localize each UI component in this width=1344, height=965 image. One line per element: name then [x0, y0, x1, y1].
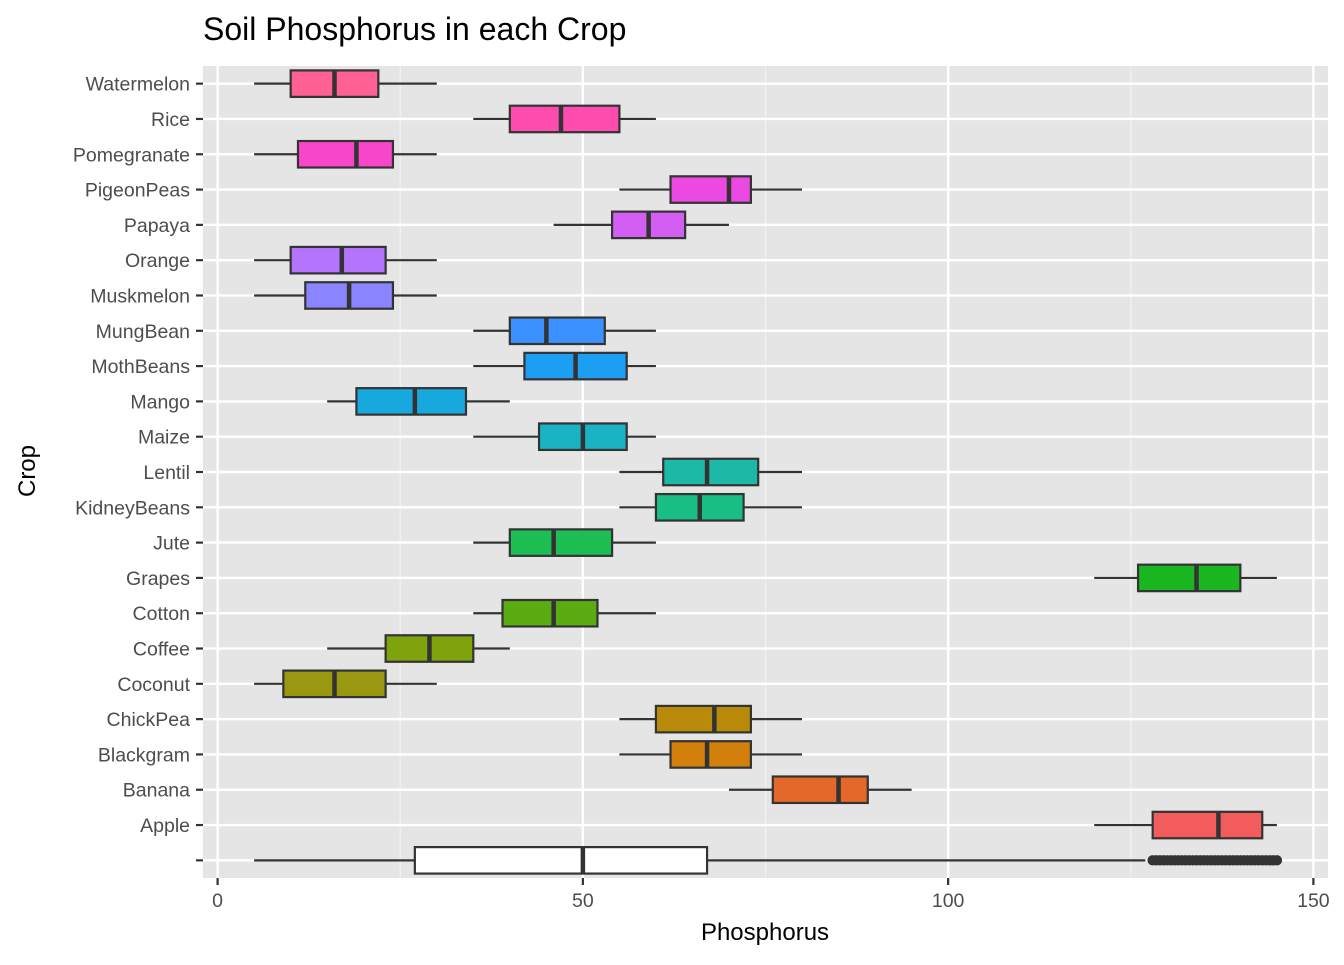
- y-axis: Watermelon Rice Pomegranate PigeonPeas Papay…: [73, 74, 203, 862]
- box-kidneybeans: [619, 492, 803, 522]
- outlier-point: [1271, 855, 1283, 866]
- y-axis-title: Crop: [14, 445, 41, 497]
- box-overall: [254, 846, 1283, 875]
- box-watermelon: [254, 69, 437, 98]
- box-lentil: [619, 457, 803, 487]
- box-papaya: [553, 210, 729, 240]
- box-grapes: [1094, 563, 1277, 593]
- x-axis: 0 50 100 150: [212, 878, 1330, 912]
- box-rice: [473, 104, 656, 134]
- box-iqr: [654, 704, 752, 734]
- boxes-layer: [254, 69, 1283, 875]
- y-tick-label: Cotton: [133, 603, 190, 625]
- box-iqr: [1151, 810, 1264, 840]
- y-tick-label: Apple: [140, 815, 190, 837]
- box-iqr: [413, 846, 709, 875]
- box-pigeonpeas: [619, 175, 803, 204]
- box-jute: [473, 528, 656, 557]
- box-iqr: [501, 598, 599, 628]
- y-tick-label: MothBeans: [91, 356, 190, 378]
- box-iqr: [1136, 563, 1242, 593]
- box-pomegranate: [254, 139, 437, 169]
- x-tick-label: 0: [212, 890, 223, 912]
- y-tick-label: Rice: [151, 109, 190, 131]
- x-tick-label: 50: [572, 890, 594, 912]
- box-iqr: [508, 104, 621, 134]
- y-tick-label: PigeonPeas: [85, 180, 190, 202]
- y-tick-label: Coconut: [117, 674, 190, 696]
- box-blackgram: [619, 740, 803, 769]
- y-tick-label: ChickPea: [107, 709, 191, 731]
- box-banana: [728, 775, 912, 805]
- box-cotton: [473, 598, 656, 628]
- box-iqr: [289, 245, 387, 275]
- y-tick-label: Orange: [125, 250, 190, 272]
- x-tick-label: 150: [1297, 890, 1330, 912]
- box-mungbean: [473, 316, 656, 346]
- chart-title: Soil Phosphorus in each Crop: [203, 11, 626, 47]
- x-tick-label: 100: [932, 890, 965, 912]
- box-apple: [1094, 810, 1277, 840]
- box-iqr: [669, 740, 752, 769]
- box-mothbeans: [473, 351, 656, 381]
- box-coconut: [254, 669, 437, 699]
- box-coffee: [327, 634, 510, 663]
- box-iqr: [508, 316, 606, 346]
- y-tick-label: Pomegranate: [73, 144, 190, 166]
- y-tick-label: Banana: [123, 780, 190, 802]
- x-axis-title: Phosphorus: [701, 919, 829, 946]
- box-iqr: [355, 387, 468, 416]
- y-tick-label: Papaya: [124, 215, 190, 237]
- y-tick-label: KidneyBeans: [75, 497, 190, 519]
- box-orange: [254, 245, 437, 275]
- box-chickpea: [619, 704, 803, 734]
- box-maize: [473, 422, 656, 452]
- y-tick-label: Muskmelon: [90, 285, 190, 307]
- box-mango: [327, 387, 510, 416]
- box-iqr: [669, 175, 752, 204]
- y-tick-label: MungBean: [96, 321, 190, 343]
- y-tick-label: Coffee: [133, 639, 190, 661]
- y-tick-label: Maize: [138, 427, 190, 449]
- box-iqr: [662, 457, 760, 487]
- y-tick-label: Grapes: [126, 568, 190, 590]
- box-iqr: [508, 528, 614, 557]
- box-iqr: [296, 139, 395, 169]
- y-tick-label: Watermelon: [86, 74, 190, 96]
- box-iqr: [771, 775, 869, 805]
- y-tick-label: Lentil: [143, 462, 190, 484]
- box-muskmelon: [254, 281, 437, 310]
- y-tick-label: Mango: [130, 391, 190, 413]
- y-tick-label: Jute: [153, 533, 190, 555]
- y-tick-label: Blackgram: [98, 744, 190, 766]
